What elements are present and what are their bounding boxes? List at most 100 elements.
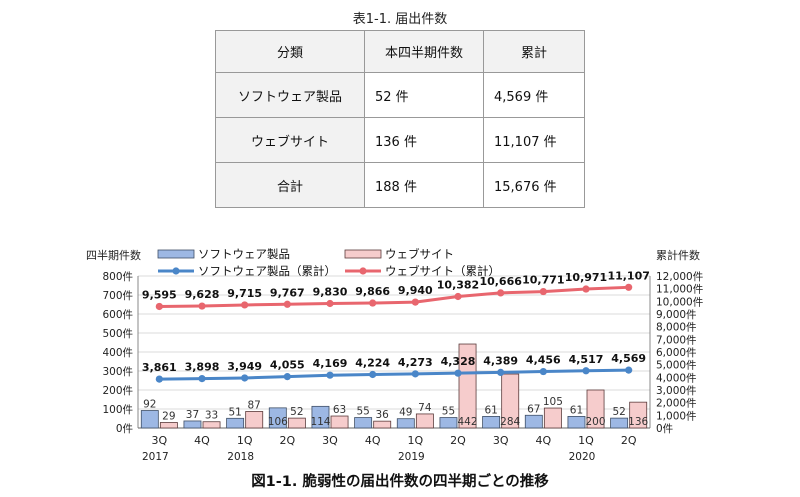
software-bar-label: 114 (310, 416, 330, 428)
row-total-count: 4,569 件 (483, 72, 585, 118)
website-cumulative-label: 9,767 (270, 286, 305, 299)
website-cumulative-point (241, 301, 249, 309)
software-cumulative-point (497, 368, 505, 377)
website-cumulative-point (625, 283, 633, 291)
software-cumulative-label: 4,224 (355, 356, 390, 369)
software-cumulative-label: 4,569 (611, 352, 646, 365)
x-tick-label: 1Q (407, 434, 423, 447)
website-cumulative-label: 10,666 (479, 275, 522, 288)
software-cumulative-label: 4,169 (313, 357, 348, 370)
website-bar-label: 74 (418, 402, 432, 414)
website-bar (415, 413, 434, 429)
year-label: 2017 (142, 451, 169, 463)
right-axis-tick-label: 0件 (656, 423, 673, 435)
right-axis-tick-label: 12,000件 (656, 271, 703, 283)
website-cumulative-point (454, 292, 462, 301)
year-label: 2019 (398, 451, 425, 463)
x-tick-label: 2Q (450, 434, 466, 447)
website-cumulative-label: 9,940 (398, 284, 433, 297)
left-axis-tick-label: 100件 (102, 404, 133, 416)
row-category: ウェブサイト (215, 117, 365, 163)
software-cumulative-point (369, 370, 377, 379)
legend-website-bar-label: ウェブサイト (385, 247, 454, 261)
left-axis-tick-label: 400件 (102, 347, 133, 359)
website-bar-label: 33 (205, 410, 218, 422)
row-quarter-count: 52 件 (364, 72, 484, 118)
software-bar-label: 37 (186, 409, 199, 421)
right-axis-tick-label: 8,000件 (656, 322, 697, 334)
left-axis-title: 四半期件数 (86, 248, 141, 262)
website-cumulative-point (155, 302, 163, 311)
left-axis-tick-label: 0件 (116, 423, 133, 435)
website-bar-label: 200 (586, 416, 606, 428)
website-cumulative-label: 9,715 (227, 287, 262, 300)
right-axis-tick-label: 11,000件 (656, 284, 703, 296)
table-header-row: 分類 本四半期件数 累計 (215, 30, 585, 73)
table-row: 合計 188 件 15,676 件 (215, 162, 585, 208)
year-label: 2018 (227, 451, 254, 463)
website-cumulative-point (411, 298, 419, 306)
software-bar (482, 416, 501, 429)
software-bar-label: 92 (143, 399, 156, 411)
figure-caption: 図1-1. 脆弱性の届出件数の四半期ごとの推移 (251, 472, 549, 490)
software-bar (439, 417, 458, 429)
software-bar (226, 417, 245, 429)
website-bar-label: 87 (248, 399, 261, 411)
right-axis-title: 累計件数 (656, 248, 700, 262)
software-cumulative-point (625, 366, 633, 374)
software-cumulative-label: 4,328 (441, 355, 476, 368)
submissions-table: 分類 本四半期件数 累計 ソフトウェア製品 52 件 4,569 件 ウェブサイ… (215, 30, 585, 208)
legend-software-bar-label: ソフトウェア製品 (198, 247, 290, 261)
software-bar (567, 416, 586, 429)
right-axis-tick-label: 6,000件 (656, 347, 697, 359)
right-axis-tick-label: 2,000件 (656, 398, 697, 410)
software-cumulative-label: 4,055 (270, 359, 305, 372)
left-axis-tick-label: 700件 (102, 290, 133, 302)
software-bar (140, 410, 159, 429)
software-bar (183, 420, 202, 429)
website-cumulative-point (582, 285, 590, 293)
software-cumulative-label: 3,861 (142, 361, 177, 374)
row-quarter-count: 136 件 (364, 117, 484, 163)
software-bar (610, 417, 629, 429)
software-bar-label: 55 (356, 406, 369, 418)
legend-software-line-label: ソフトウェア製品（累計） (198, 264, 336, 278)
website-cumulative-label: 9,595 (142, 288, 177, 301)
website-cumulative-point (326, 299, 334, 308)
x-tick-label: 3Q (493, 434, 509, 447)
website-cumulative-label: 9,830 (313, 285, 348, 298)
row-quarter-count: 188 件 (364, 162, 484, 208)
x-tick-label: 4Q (535, 434, 551, 447)
right-axis-tick-label: 7,000件 (656, 334, 697, 346)
table-caption: 表1-1. 届出件数 (352, 12, 448, 27)
legend-website-line-label: ウェブサイト（累計） (385, 264, 500, 278)
website-bar (287, 417, 306, 429)
x-tick-label: 4Q (365, 434, 381, 447)
x-tick-label: 3Q (322, 434, 338, 447)
software-cumulative-line (159, 368, 629, 381)
website-cumulative-point (539, 287, 547, 296)
software-cumulative-point (411, 370, 419, 378)
software-cumulative-point (283, 373, 291, 381)
left-axis-tick-label: 300件 (102, 366, 133, 378)
row-category: ソフトウェア製品 (215, 72, 365, 118)
software-bar (268, 407, 287, 429)
legend-website-bar-swatch (344, 249, 382, 259)
website-bar-label: 136 (628, 416, 648, 428)
row-total-count: 15,676 件 (483, 162, 585, 208)
software-bar-label: 51 (228, 406, 241, 418)
software-bar-label: 61 (570, 404, 583, 416)
software-cumulative-point (582, 367, 590, 375)
website-bar (159, 422, 178, 429)
software-cumulative-label: 4,517 (569, 353, 604, 366)
software-cumulative-point (326, 371, 334, 379)
header-total: 累計 (483, 30, 585, 73)
x-tick-label: 2Q (279, 434, 295, 447)
website-cumulative-line (159, 285, 629, 308)
website-bar (543, 407, 562, 429)
software-cumulative-point (454, 369, 462, 377)
website-bar (586, 389, 605, 429)
legend-website-line-marker (359, 267, 367, 275)
website-cumulative-label: 10,382 (437, 278, 479, 291)
website-cumulative-point (369, 299, 377, 307)
